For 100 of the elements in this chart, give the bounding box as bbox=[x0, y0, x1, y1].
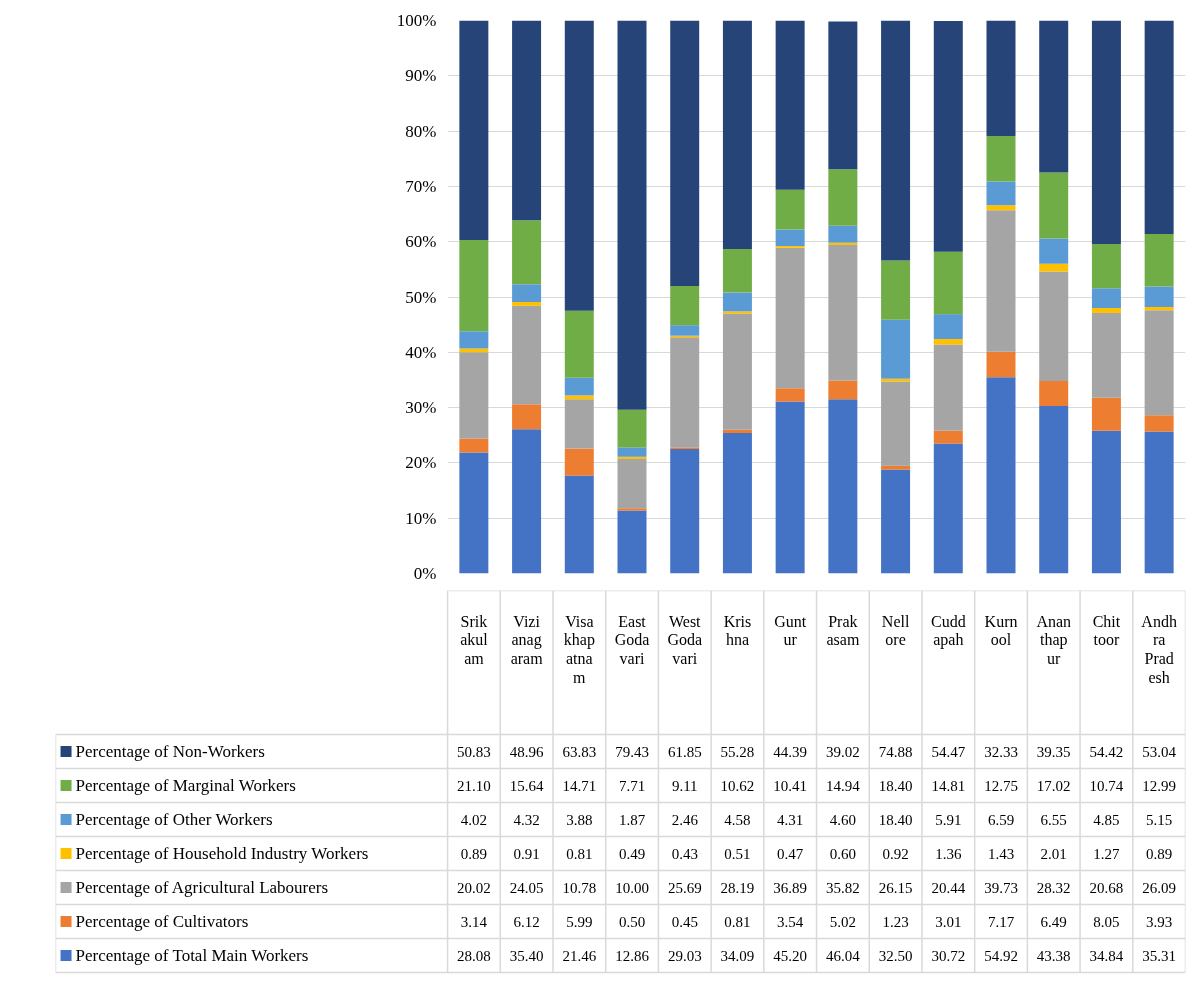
bar bbox=[775, 388, 805, 402]
text: 54.92 bbox=[984, 947, 1018, 964]
bar bbox=[1039, 271, 1069, 382]
text: 48.96 bbox=[509, 743, 545, 760]
bar bbox=[564, 395, 594, 400]
y-tick-label: 50% bbox=[405, 287, 437, 307]
text: 2.01 bbox=[1040, 845, 1067, 862]
bar bbox=[670, 325, 700, 336]
text: 39.73 bbox=[984, 879, 1018, 896]
text: 61.85 bbox=[667, 743, 702, 760]
text: 8.05 bbox=[1093, 913, 1120, 930]
x-tick-label: Srikakulam bbox=[460, 612, 489, 667]
bar bbox=[564, 399, 594, 449]
bar bbox=[1144, 431, 1174, 574]
bar bbox=[828, 242, 858, 246]
text: 1.23 bbox=[882, 913, 909, 930]
x-tick-label: East Godavari bbox=[614, 612, 650, 667]
legend-label: Percentage of Non-Workers bbox=[75, 742, 265, 761]
bar bbox=[1039, 263, 1069, 272]
x-tick-label: Guntur bbox=[774, 612, 807, 649]
y-tick-label: 80% bbox=[405, 121, 437, 141]
x-tick-label: Prakasam bbox=[826, 612, 860, 649]
text: 10.74 bbox=[1089, 777, 1124, 794]
bar bbox=[1144, 20, 1174, 234]
bar bbox=[986, 351, 1016, 378]
bar bbox=[828, 225, 858, 243]
text: 3.01 bbox=[935, 913, 962, 930]
text: 15.64 bbox=[509, 777, 545, 794]
text: 12.99 bbox=[1142, 777, 1177, 794]
bar bbox=[512, 284, 542, 302]
bar bbox=[775, 247, 805, 389]
text: 12.75 bbox=[984, 777, 1018, 794]
text: 39.02 bbox=[826, 743, 860, 760]
text: 0.89 bbox=[1146, 845, 1173, 862]
text: 20.68 bbox=[1089, 879, 1124, 896]
y-tick-label: 30% bbox=[405, 398, 437, 418]
bar bbox=[1091, 308, 1121, 314]
bar bbox=[986, 205, 1016, 211]
text: 0.91 bbox=[513, 845, 540, 862]
text: 74.88 bbox=[878, 743, 913, 760]
y-tick-label: 100% bbox=[396, 11, 437, 30]
legend-label: Percentage of Household Industry Workers bbox=[75, 844, 369, 863]
bar bbox=[933, 344, 963, 431]
bar bbox=[881, 260, 911, 320]
bar bbox=[986, 181, 1016, 206]
text: 32.50 bbox=[878, 947, 913, 964]
bar bbox=[459, 452, 489, 574]
text: 7.71 bbox=[618, 777, 646, 794]
bar bbox=[828, 21, 858, 170]
text: 0.81 bbox=[566, 845, 593, 862]
bar bbox=[775, 229, 805, 247]
text: 4.02 bbox=[460, 811, 488, 828]
bar bbox=[459, 20, 489, 241]
bar bbox=[1144, 286, 1174, 307]
y-tick-label: 70% bbox=[405, 176, 437, 196]
bar bbox=[617, 409, 647, 448]
bar bbox=[670, 449, 700, 574]
bar bbox=[722, 20, 752, 249]
bar bbox=[512, 404, 542, 430]
bar bbox=[1091, 430, 1121, 574]
text: 0.92 bbox=[882, 845, 909, 862]
bar bbox=[881, 20, 911, 261]
text: 18.40 bbox=[878, 777, 913, 794]
legend-label: Percentage of Cultivators bbox=[75, 912, 249, 931]
bar bbox=[1091, 288, 1121, 309]
text: 26.15 bbox=[878, 879, 913, 896]
bar bbox=[1144, 233, 1174, 287]
legend-label: Percentage of Agricultural Labourers bbox=[75, 878, 329, 897]
text: 24.05 bbox=[509, 879, 544, 896]
bar bbox=[1091, 20, 1121, 244]
bar bbox=[722, 311, 752, 314]
bar bbox=[986, 136, 1016, 182]
text: 28.08 bbox=[457, 947, 491, 964]
text: 35.82 bbox=[826, 879, 860, 896]
y-tick-label: 40% bbox=[405, 342, 437, 362]
text: 4.32 bbox=[513, 811, 540, 828]
text: 4.58 bbox=[724, 811, 751, 828]
text: 34.09 bbox=[720, 947, 755, 964]
text: 1.87 bbox=[618, 811, 646, 828]
text: 20.02 bbox=[457, 879, 491, 896]
bar bbox=[828, 245, 858, 381]
bar bbox=[459, 438, 489, 453]
text: 10.00 bbox=[615, 879, 649, 896]
x-tick-label: Kurnool bbox=[984, 612, 1018, 649]
bar bbox=[459, 331, 489, 349]
bar bbox=[881, 469, 911, 574]
text: 0.89 bbox=[460, 845, 488, 862]
x-tick-label: Chittoor bbox=[1092, 612, 1121, 649]
bar bbox=[775, 20, 805, 190]
bar bbox=[933, 339, 963, 345]
text: 0.45 bbox=[671, 913, 698, 930]
bar bbox=[459, 348, 489, 353]
text: 26.09 bbox=[1142, 879, 1177, 896]
text: 0.60 bbox=[829, 845, 857, 862]
bar bbox=[617, 447, 647, 457]
bar bbox=[1091, 397, 1121, 431]
bar bbox=[722, 433, 752, 574]
bar bbox=[881, 465, 911, 470]
text: 30.72 bbox=[931, 947, 966, 964]
text: 4.85 bbox=[1093, 811, 1120, 828]
